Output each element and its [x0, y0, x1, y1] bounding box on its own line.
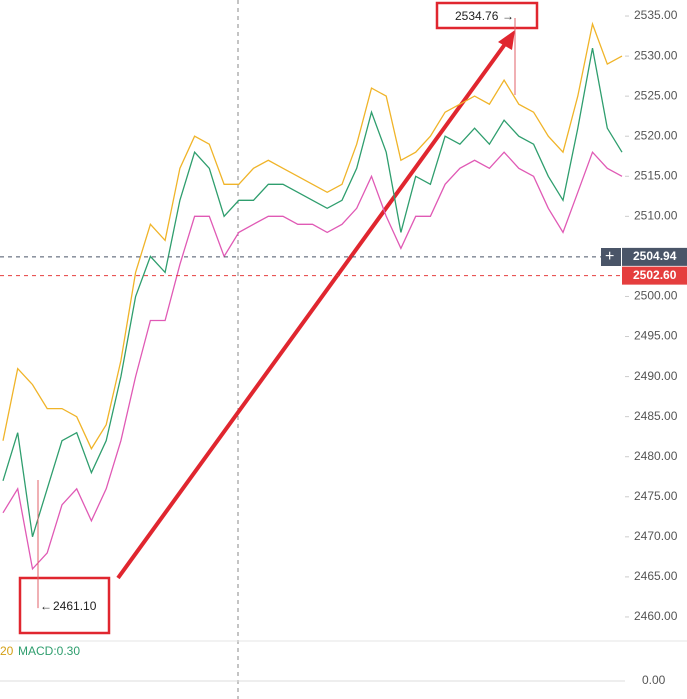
price-line: [2, 47, 623, 537]
y-tick-label: 2485.00: [634, 409, 678, 423]
price-tag-label: 2504.94: [633, 249, 677, 263]
indicator-label: MACD:0.30: [18, 644, 80, 658]
y-tick-label: 2515.00: [634, 168, 678, 182]
crosshair-button: [601, 248, 621, 266]
price-line: [2, 150, 623, 571]
y-tick-label: 2520.00: [634, 128, 678, 142]
y-tick-label: 2460.00: [634, 609, 678, 623]
high-marker-label: 2534.76: [455, 9, 499, 23]
price-tag: [622, 247, 687, 266]
low-marker-label: 2461.10: [53, 599, 97, 613]
low-highlight-box: [18, 576, 111, 635]
crosshair-button-icon: +: [605, 248, 614, 265]
low-arrow-glyph: ←: [40, 599, 52, 613]
y-tick-label: 2490.00: [634, 369, 678, 383]
y-tick-label: 2500.00: [634, 289, 678, 303]
y-tick-label: 2510.00: [634, 209, 678, 223]
y-tick-label: 2470.00: [634, 529, 678, 543]
high-highlight-box: [435, 1, 539, 30]
y-tick-label: 2495.00: [634, 329, 678, 343]
y-tick-label: 2480.00: [634, 449, 678, 463]
y-tick-label: 2535.00: [634, 8, 678, 22]
price-tag: [622, 266, 687, 285]
y-tick-label: 2525.00: [634, 88, 678, 102]
y-tick-label: 2475.00: [634, 489, 678, 503]
indicator-period: 20: [0, 644, 14, 658]
price-tag-label: 2502.60: [633, 268, 677, 282]
y-tick-label: 2530.00: [634, 48, 678, 62]
indicator-zero: 0.00: [642, 673, 666, 687]
price-line: [2, 21, 623, 451]
y-tick-label: 2465.00: [634, 569, 678, 583]
high-arrow-glyph: →: [502, 9, 514, 23]
trend-arrow: [116, 38, 510, 580]
trend-arrowhead: [498, 30, 515, 50]
